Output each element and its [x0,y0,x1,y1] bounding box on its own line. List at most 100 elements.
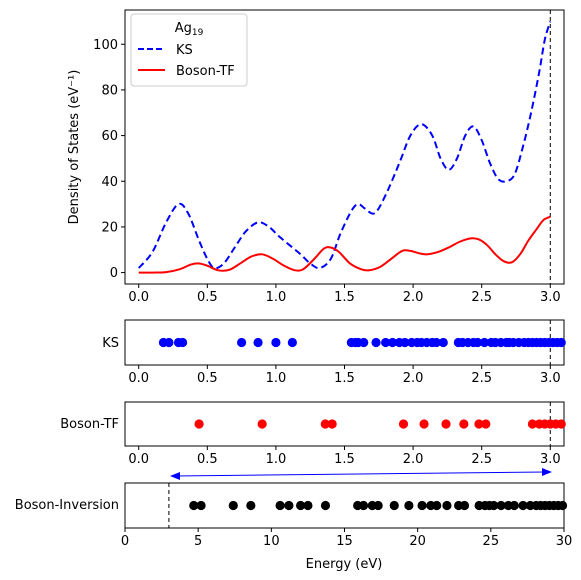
level-point [287,337,297,348]
level-point [284,500,294,511]
x-tick-label: 1.0 [266,371,287,386]
x-tick-label: 1.5 [334,371,355,386]
x-tick-label: 0.0 [128,290,149,305]
mapping-arrow [170,468,552,480]
x-tick-label: 20 [409,534,426,549]
boson-tf-strip-ticks: 0.0 0.5 1.0 1.5 2.0 2.5 3.0 [128,446,561,467]
level-point [237,337,247,348]
x-tick-label: 2.5 [471,371,492,386]
x-tick-label: 25 [483,534,500,549]
level-point [431,337,442,348]
level-point [194,419,204,429]
ks-strip-points [158,320,566,365]
level-point [296,500,306,511]
y-tick-label: 0 [110,266,118,281]
level-point [387,337,398,348]
level-point [441,419,451,429]
dos-panel: 0.0 0.5 1.0 1.5 2.0 2.5 3.0 0 20 40 60 80 100 Densit… [67,9,565,305]
level-point [327,419,337,429]
series-line-boson-tf [138,215,551,274]
x-tick-label: 0.5 [197,452,218,467]
boson-inversion-strip-label: Boson-Inversion [15,498,119,513]
level-point [527,419,538,429]
level-point [371,337,381,348]
boson-inversion-strip-points [168,483,568,528]
level-point [257,419,267,429]
x-tick-label: 3.0 [540,452,561,467]
x-tick-label: 3.0 [540,290,561,305]
level-point [178,337,188,348]
level-point [474,419,484,429]
ks-strip-panel: KS 0.0 0.5 1.0 1.5 2.0 2.5 3.0 [102,319,566,386]
x-tick-label: 1.5 [334,452,355,467]
level-point [320,500,331,511]
level-point [359,337,369,348]
boson-inversion-strip-ticks: 0 5 10 15 20 25 30 [121,528,572,549]
y-tick-label: 60 [101,129,118,144]
energy-xlabel: Energy (eV) [306,557,383,572]
level-point [246,500,256,511]
series-line-ks [137,21,552,270]
level-point [432,500,442,511]
level-point [196,500,206,511]
dos-legend: Ag19 KS Boson-TF [130,13,248,87]
level-point [442,500,452,511]
level-point [381,337,391,348]
level-point [419,419,429,429]
ks-strip-label: KS [102,336,119,351]
level-point [489,500,499,511]
level-point [400,337,410,348]
level-point [404,500,414,511]
level-point [556,337,566,348]
x-tick-label: 0 [121,534,129,549]
level-point [320,419,330,429]
level-point [253,337,263,348]
boson-tf-strip-panel: Boson-TF 0.0 0.5 1.0 1.5 2.0 2.5 3.0 [60,401,566,467]
level-point [496,500,506,511]
x-tick-label: 3.0 [540,371,561,386]
level-point [459,419,469,429]
level-point [189,500,199,511]
level-point [398,419,409,429]
legend-box [130,13,248,87]
dos-ticks: 0.0 0.5 1.0 1.5 2.0 2.5 3.0 0 20 40 60 80 100 [93,38,560,305]
x-tick-label: 1.5 [334,290,355,305]
level-point [481,419,491,429]
x-tick-label: 15 [336,534,353,549]
x-tick-label: 1.0 [266,452,287,467]
x-tick-label: 2.5 [471,452,492,467]
y-tick-label: 20 [101,220,118,235]
x-tick-label: 2.0 [403,290,424,305]
legend-boson-label: Boson-TF [176,64,235,79]
x-tick-label: 5 [194,534,202,549]
x-tick-label: 0.0 [128,452,149,467]
boson-tf-strip-frame [124,401,565,447]
level-point [275,500,285,511]
level-point [438,337,448,348]
x-tick-label: 0.5 [197,290,218,305]
ks-strip-ticks: 0.0 0.5 1.0 1.5 2.0 2.5 3.0 [128,365,561,386]
y-tick-label: 100 [93,38,118,53]
legend-title: Ag19 [175,21,204,38]
legend-title-base: Ag [175,21,192,36]
x-tick-label: 0.0 [128,371,149,386]
x-tick-label: 1.0 [266,290,287,305]
x-tick-label: 10 [263,534,280,549]
level-point [479,337,490,348]
level-point [459,500,470,511]
y-tick-label: 40 [101,175,118,190]
level-point [373,500,383,511]
level-point [557,500,568,511]
y-tick-label: 80 [101,83,118,98]
x-tick-label: 0.5 [197,371,218,386]
level-point [228,500,238,511]
x-tick-label: 2.5 [471,290,492,305]
level-point [472,337,483,348]
dos-curves [137,10,552,284]
boson-tf-strip-label: Boson-TF [60,417,119,432]
level-point [509,500,519,511]
level-point [358,500,369,511]
x-tick-label: 2.0 [403,452,424,467]
level-point [417,500,427,511]
